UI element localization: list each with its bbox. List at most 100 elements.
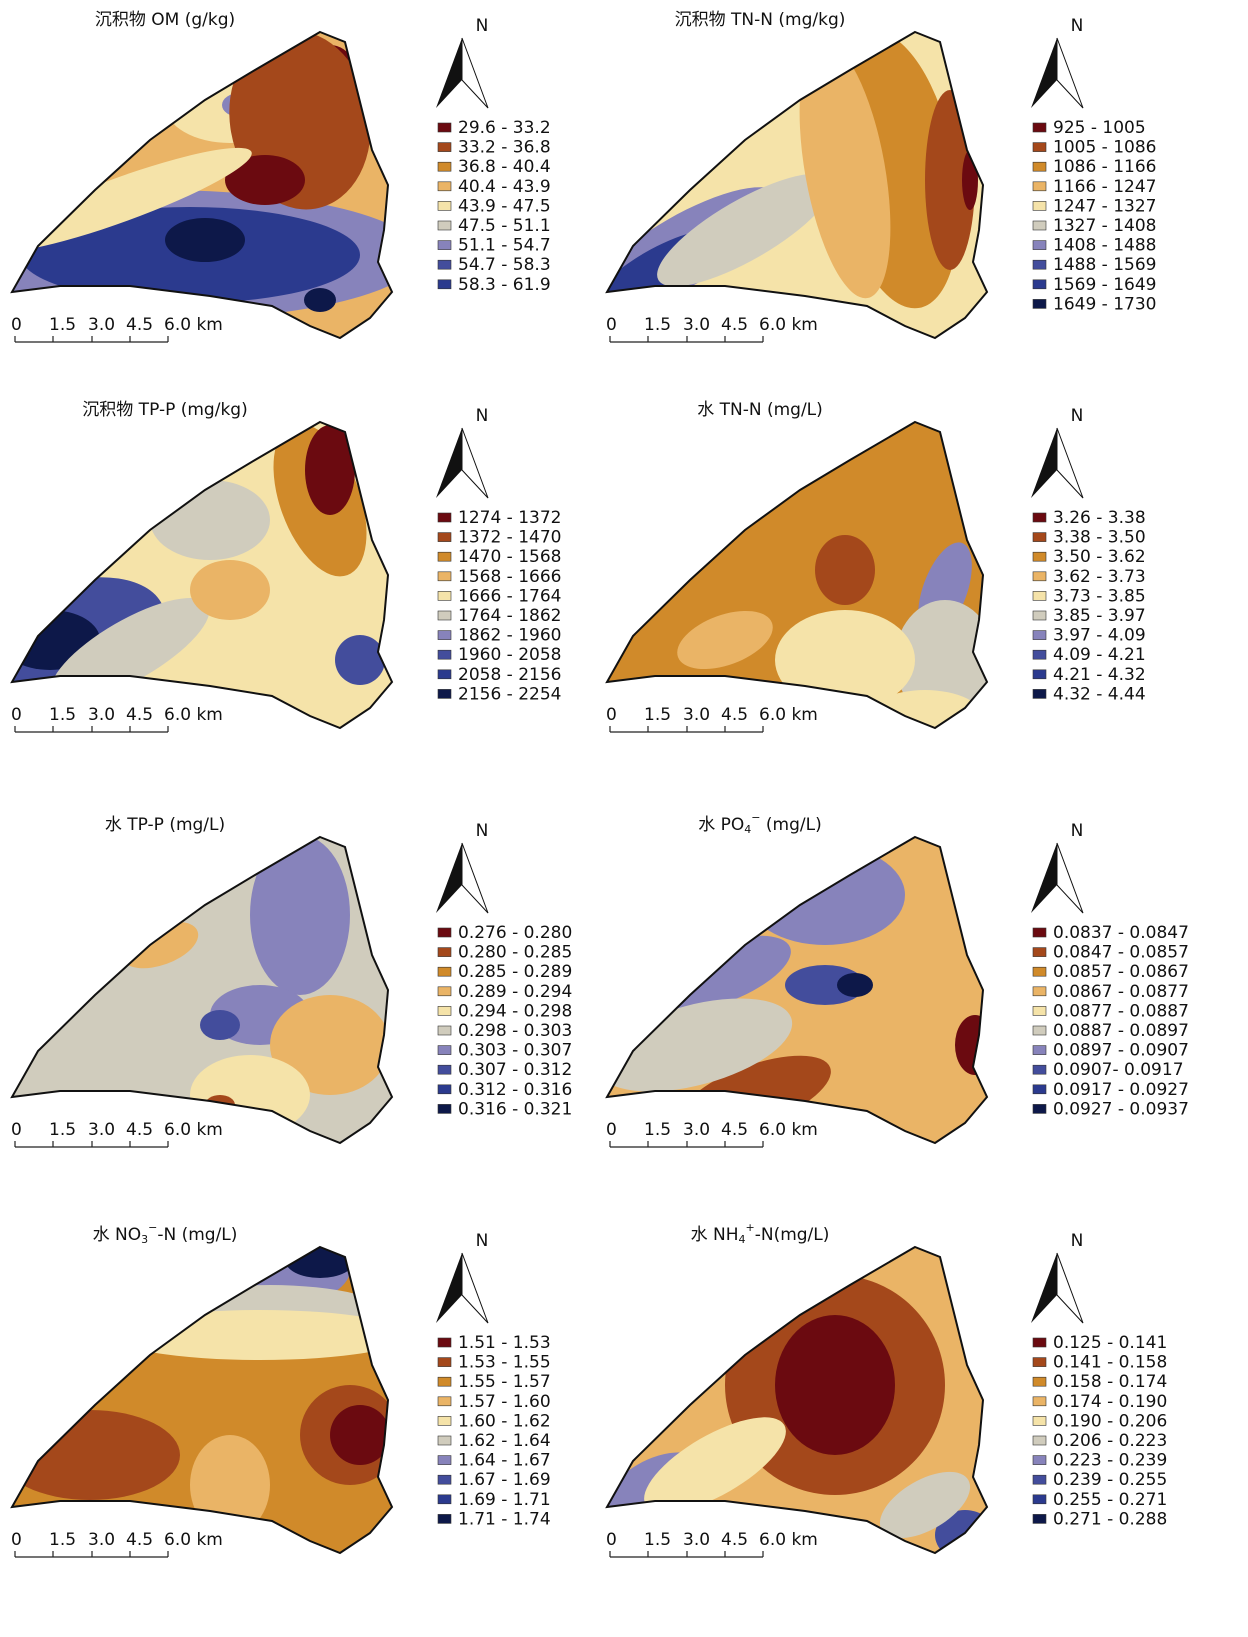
legend-swatch [1032, 1396, 1047, 1407]
legend-swatch [437, 947, 452, 957]
legend-label: 1488 - 1569 [1053, 255, 1156, 275]
legend-swatch [1032, 1104, 1047, 1114]
legend-label: 0.276 - 0.280 [458, 923, 572, 943]
legend-label: 36.8 - 40.4 [458, 157, 551, 177]
title-main: 水 NO [93, 1225, 142, 1245]
north-arrow-right [461, 427, 489, 499]
title-subscript: 4 [739, 1233, 746, 1246]
scale-label: 0 [11, 705, 22, 725]
legend-swatch [437, 669, 452, 680]
north-arrow-left [436, 843, 462, 913]
map-panel: 水 NO3−-N (mg/L) N1.51 - 1.531.53 - 1.551.… [10, 1221, 551, 1558]
legend-swatch [437, 1357, 452, 1367]
legend-label: 1862 - 1960 [458, 626, 561, 646]
scale-label: 4.5 [721, 1530, 748, 1550]
legend-swatch [1032, 259, 1047, 270]
panel-title: 水 PO4− (mg/L) [698, 811, 821, 836]
north-label: N [476, 821, 489, 841]
north-arrow-left [1031, 1253, 1057, 1323]
legend-label: 1764 - 1862 [458, 606, 561, 626]
zone [250, 837, 350, 995]
legend-label: 1372 - 1470 [458, 528, 561, 548]
legend-label: 3.97 - 4.09 [1053, 626, 1146, 646]
legend-swatch [437, 1474, 452, 1485]
legend-label: 47.5 - 51.1 [458, 216, 551, 236]
scale-label: 1.5 [49, 1530, 76, 1550]
zone [150, 480, 270, 560]
scale-label: 4.5 [126, 705, 153, 725]
zone [200, 1010, 240, 1040]
north-arrow-left [1031, 843, 1057, 913]
legend-label: 0.289 - 0.294 [458, 982, 572, 1002]
legend-swatch [1032, 1435, 1047, 1446]
legend-swatch [1032, 630, 1047, 640]
legend-swatch [437, 1064, 452, 1075]
legend-label: 0.280 - 0.285 [458, 943, 572, 963]
legend-swatch [437, 1337, 452, 1348]
legend-swatch [1032, 181, 1047, 192]
north-arrow-right [461, 1252, 489, 1324]
zone [190, 560, 270, 620]
panel-title: 沉积物 TN-N (mg/kg) [675, 10, 846, 30]
map-outline [605, 835, 989, 1145]
north-label: N [1071, 16, 1084, 36]
legend-swatch [1032, 1357, 1047, 1367]
title-subscript: 3 [141, 1233, 148, 1246]
scale-label: 1.5 [644, 315, 671, 335]
scale-label: 4.5 [721, 315, 748, 335]
zone [225, 155, 305, 205]
legend-label: 1666 - 1764 [458, 586, 561, 606]
scale-label: 6.0 km [759, 1530, 818, 1550]
legend-swatch [1032, 1474, 1047, 1485]
legend-swatch [437, 142, 452, 152]
legend-label: 4.21 - 4.32 [1053, 665, 1146, 685]
legend-label: 3.85 - 3.97 [1053, 606, 1146, 626]
legend-label: 1470 - 1568 [458, 547, 561, 567]
legend-label: 4.32 - 4.44 [1053, 684, 1146, 704]
title-rest: -N (mg/L) [157, 1225, 237, 1245]
legend-label: 0.239 - 0.255 [1053, 1470, 1167, 1490]
title-main: 水 PO [698, 815, 744, 835]
scale-label: 1.5 [644, 1120, 671, 1140]
legend-label: 33.2 - 36.8 [458, 138, 551, 158]
scale-label: 6.0 km [759, 705, 818, 725]
legend-label: 0.316 - 0.321 [458, 1099, 572, 1119]
legend-swatch [1032, 551, 1047, 562]
legend-swatch [437, 986, 452, 997]
scale-label: 4.5 [721, 705, 748, 725]
scale-label: 6.0 km [164, 315, 223, 335]
legend-swatch [1032, 1006, 1047, 1016]
legend-label: 1.53 - 1.55 [458, 1353, 551, 1373]
legend-swatch [437, 1416, 452, 1426]
legend-swatch [1032, 1455, 1047, 1465]
legend-label: 0.0917 - 0.0927 [1053, 1080, 1189, 1100]
legend-label: 1569 - 1649 [1053, 275, 1156, 295]
zone [895, 600, 987, 720]
north-arrow-right [1056, 427, 1084, 499]
scale-label: 3.0 [683, 315, 710, 335]
north-arrow-right [461, 37, 489, 109]
legend-swatch [437, 1455, 452, 1465]
legend-swatch [437, 512, 452, 523]
legend-label: 29.6 - 33.2 [458, 118, 551, 138]
map-fill [607, 32, 987, 338]
legend-swatch [1032, 142, 1047, 152]
legend-swatch [437, 591, 452, 601]
legend-label: 0.0847 - 0.0857 [1053, 943, 1189, 963]
scale-label: 4.5 [721, 1120, 748, 1140]
legend-swatch [1032, 1337, 1047, 1348]
zone [270, 995, 390, 1095]
zone [304, 288, 336, 312]
map-outline [10, 835, 394, 1145]
legend-label: 0.0867 - 0.0877 [1053, 982, 1189, 1002]
scale-label: 0 [606, 1530, 617, 1550]
legend-swatch [437, 1084, 452, 1095]
legend-label: 1.71 - 1.74 [458, 1509, 551, 1529]
legend-swatch [1032, 591, 1047, 601]
zone [190, 1435, 270, 1535]
legend-label: 1247 - 1327 [1053, 196, 1156, 216]
